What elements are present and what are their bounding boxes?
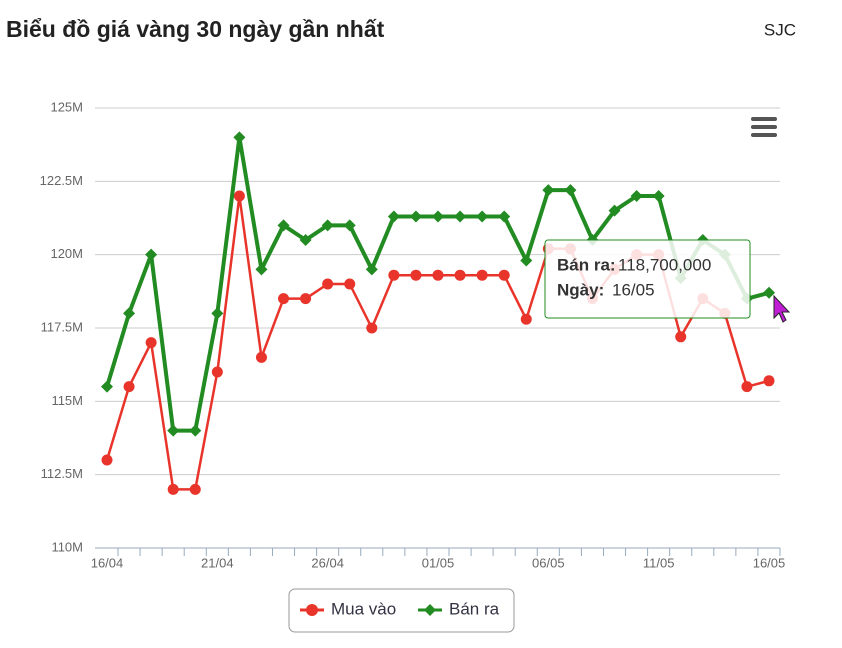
point [299, 234, 312, 246]
point [432, 269, 444, 281]
tooltip: Bán ra: 118,700,000 Ngày: 16/05 [544, 239, 751, 319]
point [211, 307, 224, 320]
point [233, 131, 246, 144]
plot-area: 110M 112.5M 115M 117.5M 120M 122.5M 125M 16/04 2… [40, 99, 786, 570]
point [189, 424, 202, 437]
point [145, 248, 158, 261]
legend-label: Mua vào [331, 599, 396, 618]
tooltip-box [544, 239, 751, 319]
menu-bar [751, 125, 777, 129]
point [189, 483, 201, 495]
legend-item[interactable]: Mua vào [300, 599, 396, 618]
legend-label: Bán ra [449, 599, 500, 618]
point [344, 278, 356, 290]
point [322, 278, 334, 290]
point [630, 190, 643, 202]
point [343, 219, 356, 232]
point [454, 269, 466, 281]
x-tick-label: 16/05 [753, 555, 786, 570]
y-tick-label: 120M [50, 246, 83, 261]
point [388, 269, 400, 281]
menu-bar [751, 117, 777, 121]
point [167, 483, 179, 495]
x-tick-label: 01/05 [422, 555, 455, 570]
x-tick-label: 06/05 [532, 555, 565, 570]
point [498, 269, 510, 281]
point [277, 219, 290, 232]
point [123, 307, 136, 320]
x-tick-label: 16/04 [91, 555, 124, 570]
point [520, 254, 533, 267]
point [365, 263, 378, 276]
point [675, 331, 687, 343]
point [255, 351, 267, 363]
point [145, 337, 157, 349]
point [321, 219, 334, 232]
point [542, 184, 555, 197]
point [476, 210, 489, 223]
y-tick-label: 112.5M [41, 466, 83, 481]
source-label[interactable]: SJC [764, 20, 796, 39]
point [255, 263, 268, 276]
point [763, 286, 775, 299]
x-tick-label: 26/04 [311, 555, 344, 570]
legend-symbol [424, 604, 436, 616]
point [652, 190, 665, 202]
point [366, 322, 378, 334]
x-tick-label: 21/04 [201, 555, 234, 570]
point [211, 366, 223, 378]
tooltip-date: 16/05 [612, 280, 655, 299]
point [564, 184, 577, 197]
legend: Mua vào Bán ra [288, 588, 515, 633]
tooltip-date-key: Ngày: [557, 280, 604, 299]
menu-button[interactable] [751, 117, 777, 137]
point [763, 375, 775, 387]
menu-bar [751, 133, 777, 137]
point [101, 380, 113, 393]
point [608, 204, 621, 217]
point [409, 210, 422, 223]
legend-item[interactable]: Bán ra [418, 599, 500, 618]
point [101, 454, 113, 466]
cursor [773, 294, 791, 323]
x-tick-label: 11/05 [643, 555, 675, 570]
legend-symbol [306, 604, 318, 616]
point [741, 381, 753, 393]
point [123, 381, 135, 393]
legend-box [288, 588, 515, 633]
y-tick-label: 117.5M [41, 319, 83, 334]
point [520, 313, 532, 325]
point [498, 210, 511, 223]
point [233, 190, 245, 202]
point [476, 269, 488, 281]
y-tick-label: 125M [50, 99, 83, 114]
tooltip-value: 118,700,000 [618, 255, 711, 274]
point [387, 210, 400, 223]
point [167, 424, 180, 437]
point [300, 293, 312, 305]
y-tick-label: 122.5M [40, 173, 83, 188]
tooltip-series: Bán ra: [557, 255, 616, 274]
chart-title: Biểu đồ giá vàng 30 ngày gần nhất [6, 16, 385, 42]
point [454, 210, 467, 223]
y-tick-label: 110M [51, 539, 83, 554]
point [432, 210, 444, 223]
y-tick-label: 115M [51, 393, 83, 408]
point [278, 293, 290, 305]
point [410, 269, 422, 281]
